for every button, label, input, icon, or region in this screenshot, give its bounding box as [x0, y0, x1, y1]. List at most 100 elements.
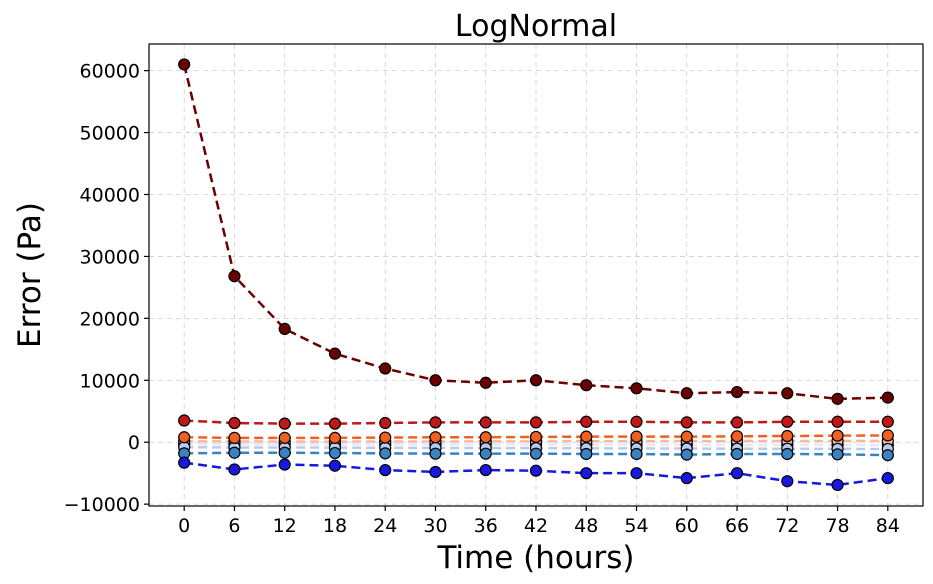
- data-point: [278, 458, 291, 471]
- data-point: [630, 447, 643, 461]
- data-point: [580, 467, 593, 480]
- data-point: [228, 416, 241, 430]
- data-point: [730, 447, 744, 461]
- chart-title: LogNormal: [455, 9, 617, 44]
- x-tick-label: 78: [825, 515, 849, 537]
- data-point: [630, 467, 643, 480]
- data-point: [680, 430, 693, 443]
- data-point: [429, 447, 442, 460]
- data-point: [328, 446, 342, 460]
- x-axis-label: Time (hours): [436, 540, 634, 576]
- data-point: [680, 416, 693, 429]
- data-point: [781, 475, 794, 488]
- data-point: [228, 431, 241, 444]
- data-point: [479, 416, 492, 429]
- data-point: [580, 379, 593, 392]
- x-tick-label: 48: [574, 515, 598, 537]
- x-tick-label: 72: [775, 515, 799, 537]
- x-tick-label: 36: [474, 515, 498, 537]
- y-tick-label: 20000: [80, 308, 140, 330]
- data-point: [781, 387, 794, 400]
- data-point: [278, 431, 291, 444]
- data-point: [730, 385, 744, 399]
- data-point: [529, 464, 543, 477]
- data-point: [278, 417, 291, 430]
- data-point: [529, 430, 543, 444]
- y-axis-label: Error (Pa): [12, 202, 48, 348]
- data-point: [379, 362, 392, 375]
- data-point: [730, 416, 744, 429]
- data-point: [881, 472, 894, 485]
- data-point: [379, 416, 392, 430]
- data-point: [479, 447, 492, 460]
- data-point: [328, 417, 342, 430]
- data-point: [680, 448, 693, 461]
- data-point: [630, 382, 643, 395]
- data-point: [379, 447, 392, 460]
- data-point: [429, 465, 442, 479]
- series-2: [178, 429, 894, 444]
- x-tick-label: 84: [876, 515, 900, 537]
- data-point: [831, 429, 844, 442]
- data-point: [831, 448, 844, 461]
- data-point: [831, 478, 844, 492]
- data-point: [831, 415, 844, 428]
- data-point: [630, 415, 643, 428]
- data-point: [630, 430, 643, 443]
- data-point: [228, 463, 241, 476]
- data-point: [529, 447, 543, 460]
- data-point: [479, 463, 492, 477]
- data-point: [278, 446, 291, 459]
- data-point: [178, 431, 191, 444]
- data-point: [831, 392, 844, 405]
- data-point: [730, 467, 744, 480]
- data-point: [429, 431, 442, 444]
- data-point: [429, 416, 442, 429]
- data-point: [781, 429, 794, 443]
- data-point: [178, 456, 191, 469]
- series-layer: [178, 58, 894, 492]
- y-tick-label: 50000: [80, 123, 140, 145]
- series-line: [182, 64, 888, 401]
- data-point: [529, 374, 543, 387]
- series-6: [178, 446, 894, 462]
- data-point: [328, 347, 342, 360]
- data-point: [379, 431, 392, 444]
- data-point: [580, 415, 593, 428]
- data-point: [228, 270, 241, 283]
- series-7: [178, 456, 894, 492]
- data-point: [178, 58, 191, 71]
- data-point: [781, 415, 794, 428]
- data-point: [379, 463, 392, 477]
- data-point: [881, 449, 894, 462]
- y-tick-label: 0: [128, 432, 140, 454]
- data-point: [529, 416, 543, 429]
- y-tick-label: −10000: [64, 494, 140, 516]
- data-point: [429, 374, 442, 387]
- x-tick-label: 18: [323, 515, 347, 537]
- data-point: [278, 322, 291, 335]
- x-tick-label: 24: [373, 515, 397, 537]
- data-point: [328, 459, 342, 472]
- data-point: [680, 472, 693, 485]
- y-tick-label: 10000: [80, 370, 140, 392]
- x-tick-label: 0: [178, 515, 190, 537]
- x-tick-label: 60: [675, 515, 699, 537]
- data-point: [781, 447, 794, 461]
- data-point: [328, 431, 342, 444]
- data-point: [228, 446, 241, 459]
- x-tick-label: 42: [524, 515, 548, 537]
- data-point: [479, 376, 492, 389]
- x-tick-label: 6: [228, 515, 240, 537]
- x-tick-label: 54: [624, 515, 648, 537]
- y-tick-label: 40000: [80, 184, 140, 206]
- y-tick-label: 60000: [80, 61, 140, 83]
- x-tick-label: 12: [273, 515, 297, 537]
- data-point: [680, 387, 693, 400]
- data-point: [881, 391, 894, 404]
- axis-ticks: 0 6 12 18 24 30 36 42 48 54 60 66 72 78 84 −10000 0 10000…: [64, 61, 900, 537]
- x-tick-label: 30: [423, 515, 447, 537]
- data-point: [178, 414, 191, 427]
- data-point: [580, 447, 593, 461]
